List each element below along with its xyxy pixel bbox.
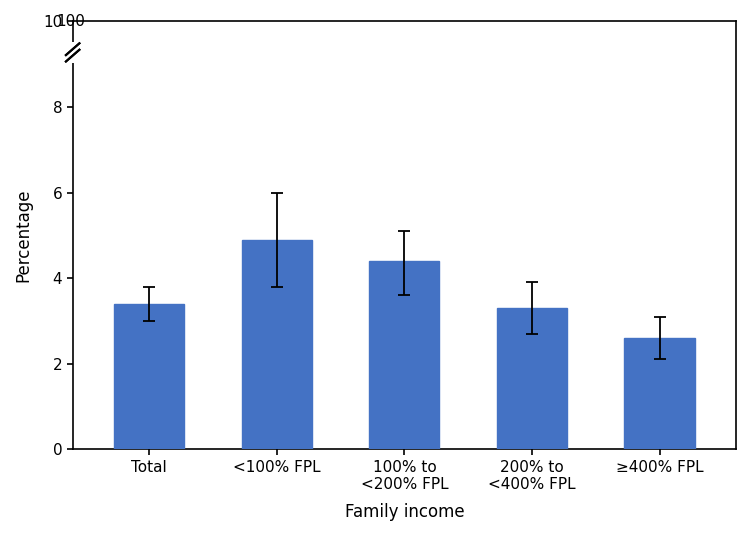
Text: 100: 100 bbox=[56, 14, 86, 29]
Bar bbox=[625, 338, 694, 449]
Bar bbox=[369, 261, 440, 449]
Y-axis label: Percentage: Percentage bbox=[14, 188, 32, 282]
Bar bbox=[114, 304, 184, 449]
Bar bbox=[497, 308, 567, 449]
X-axis label: Family income: Family income bbox=[344, 503, 464, 521]
Bar bbox=[242, 240, 312, 449]
